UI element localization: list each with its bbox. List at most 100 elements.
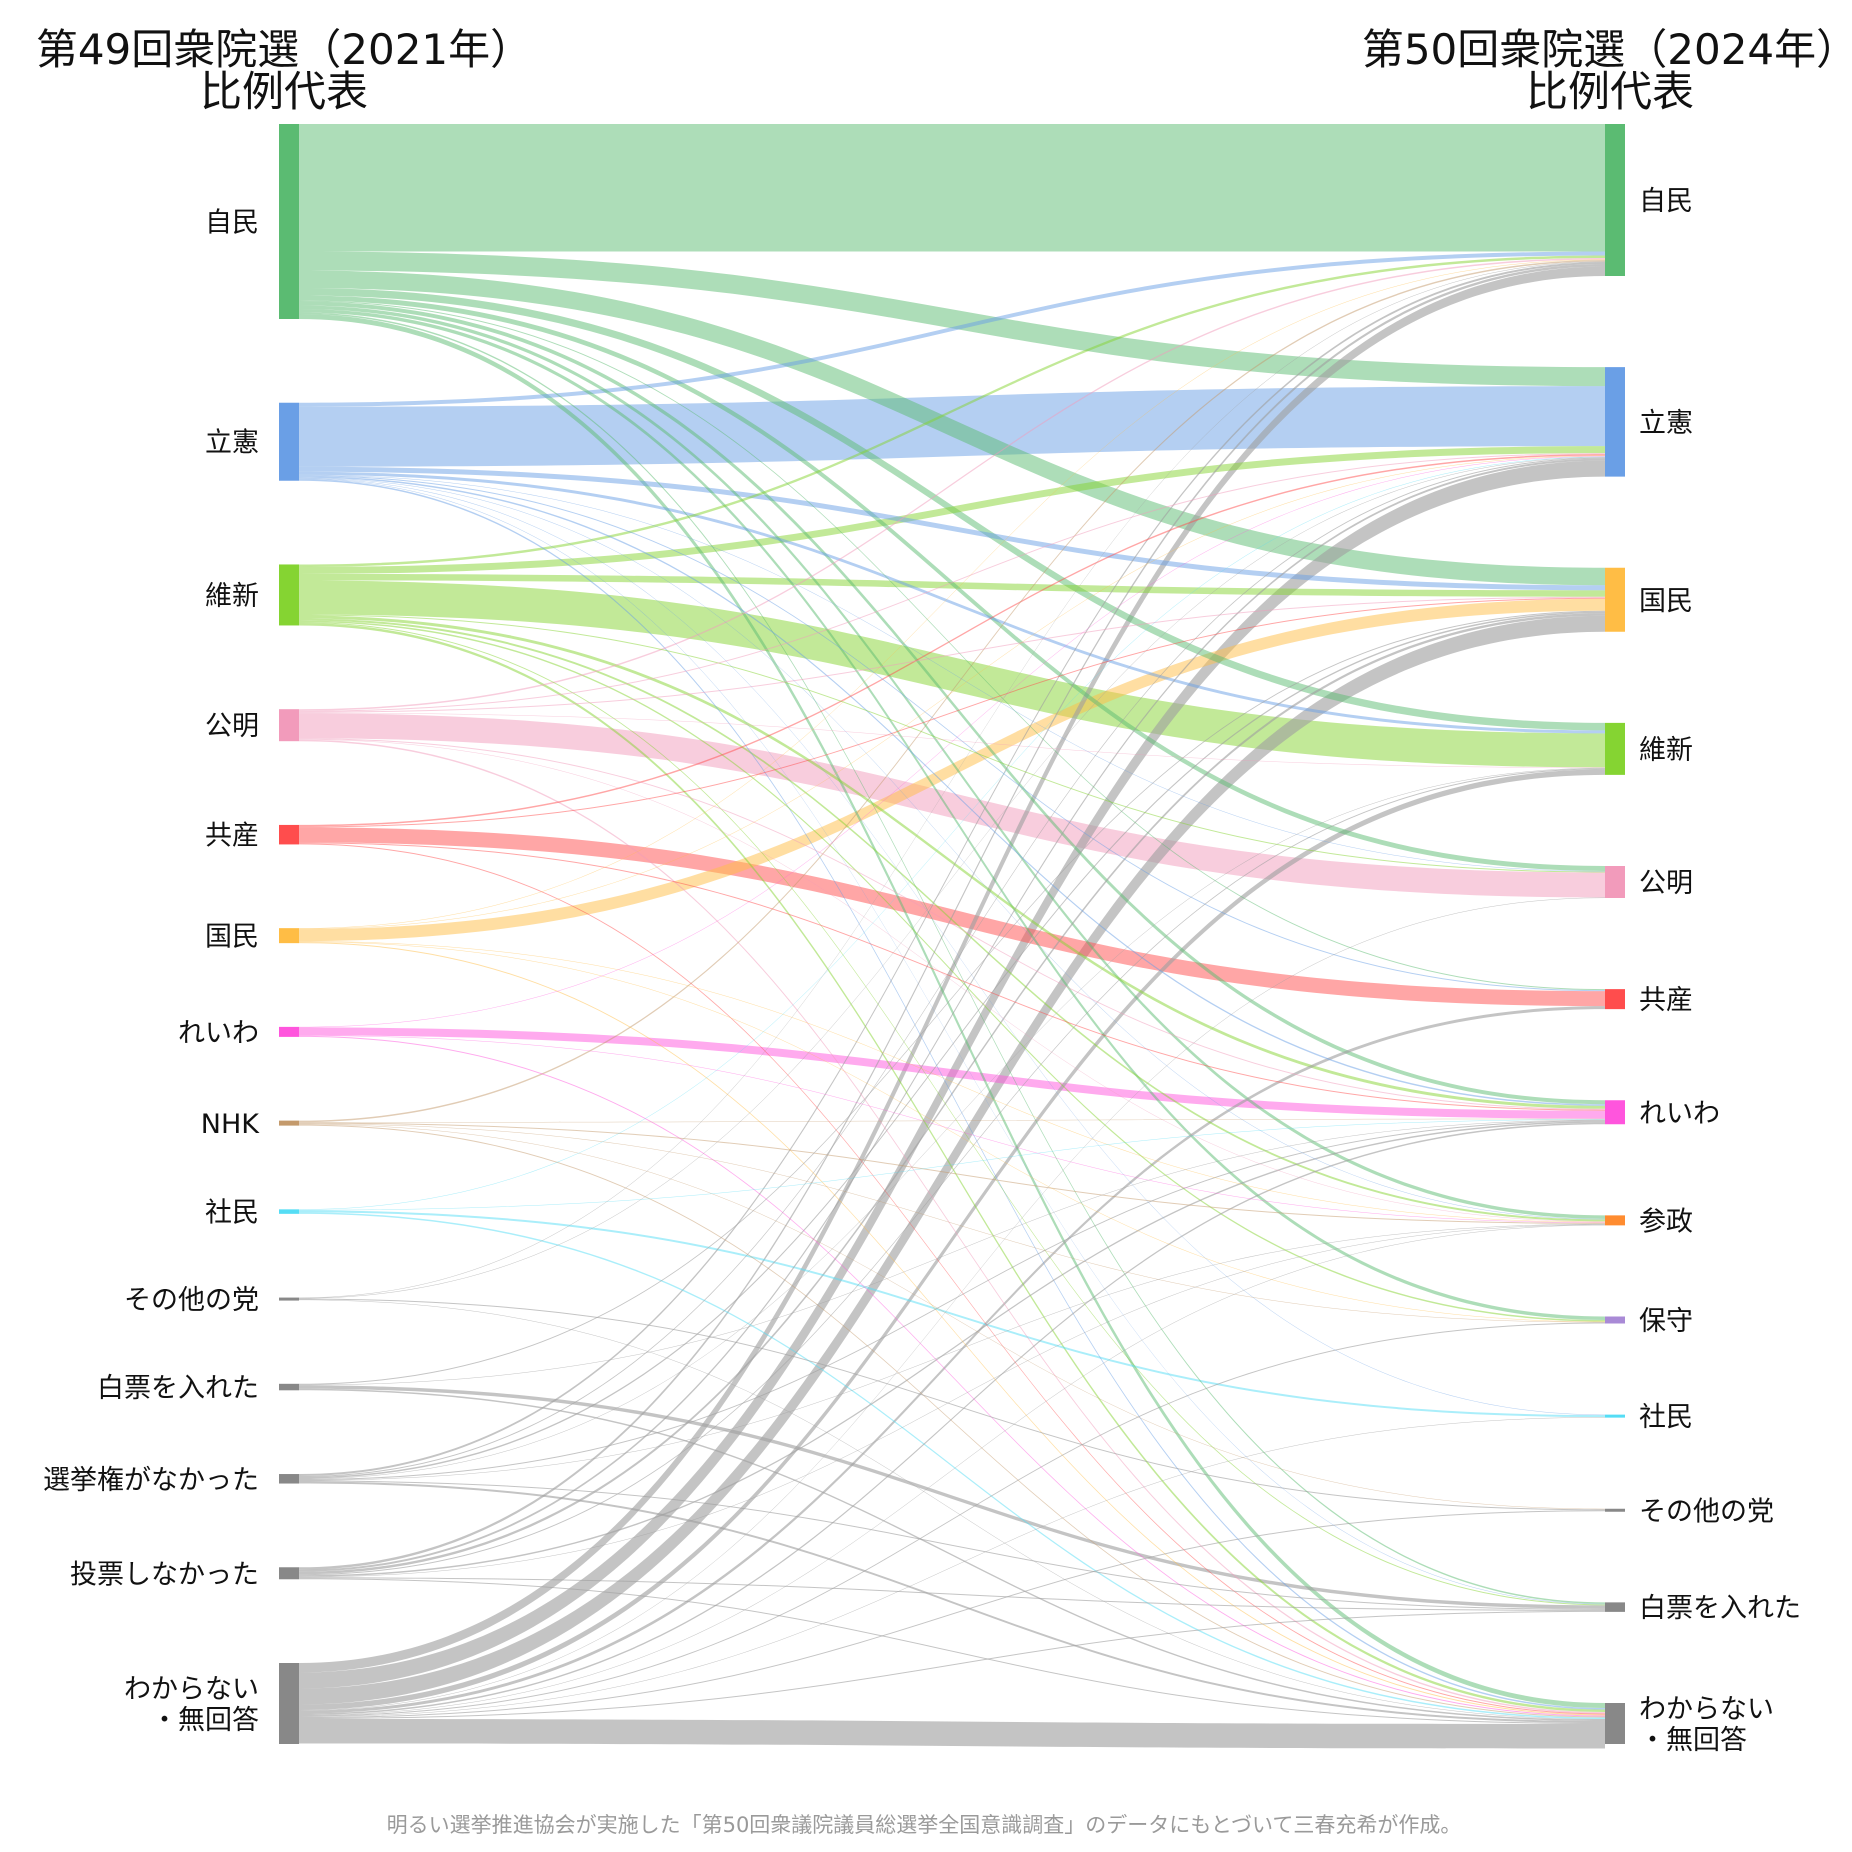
flow-fumei-to-kokumin bbox=[299, 615, 1605, 1705]
flow-kenri-to-hakuhyo bbox=[299, 1480, 1605, 1610]
flow-ishin-to-fumei bbox=[299, 622, 1605, 1712]
flow-nhk-to-jimin bbox=[299, 260, 1605, 1123]
flow-kenri-to-fumei bbox=[299, 1481, 1605, 1723]
flow-kenri-to-kokumin bbox=[299, 611, 1605, 1479]
left-label-hakuhyo: 白票を入れた bbox=[97, 1373, 259, 1404]
flow-rikken-to-jimin bbox=[299, 251, 1605, 407]
flow-kokumin-to-jimin bbox=[299, 259, 1605, 929]
flow-komei-to-ishin bbox=[299, 712, 1605, 768]
right-node-jimin bbox=[1605, 124, 1625, 276]
left-node-kenri bbox=[279, 1474, 299, 1484]
flow-kiken-to-rikken bbox=[299, 458, 1605, 1572]
flow-shamin-to-reiwa bbox=[299, 1119, 1605, 1211]
right-node-sonota bbox=[1605, 1508, 1625, 1512]
flow-komei-to-rikken bbox=[299, 453, 1605, 712]
flow-kiken-to-hakuhyo bbox=[299, 1577, 1605, 1611]
flow-jimin-to-kokumin bbox=[299, 270, 1605, 586]
left-label-nhk: NHK bbox=[201, 1109, 261, 1140]
flow-nhk-to-hoshu bbox=[299, 1123, 1605, 1323]
flow-nhk-to-sansei bbox=[299, 1122, 1605, 1224]
left-node-kokumin bbox=[279, 928, 299, 944]
right-label-kyosan: 共産 bbox=[1639, 985, 1693, 1016]
right-node-komei bbox=[1605, 866, 1625, 898]
flow-ishin-to-komei bbox=[299, 614, 1605, 873]
flow-rikken-to-ishin bbox=[299, 471, 1605, 734]
flow-sonota-to-fumei bbox=[299, 1299, 1605, 1720]
flow-komei-to-fumei bbox=[299, 739, 1605, 1714]
flow-nhk-to-fumei bbox=[299, 1124, 1605, 1718]
right-node-rikken bbox=[1605, 367, 1625, 477]
left-label-sonota: その他の党 bbox=[124, 1285, 259, 1316]
flow-sonota-to-rikken bbox=[299, 457, 1605, 1299]
left-label-fumei-1: ・無回答 bbox=[151, 1705, 259, 1736]
right-label-komei: 公明 bbox=[1639, 868, 1693, 899]
flow-jimin-to-komei bbox=[299, 295, 1605, 871]
flow-komei-to-komei bbox=[299, 713, 1605, 898]
flow-fumei-to-hoshu bbox=[299, 1322, 1605, 1717]
flow-ishin-to-ishin bbox=[299, 580, 1605, 768]
flow-jimin-to-fumei bbox=[299, 314, 1605, 1708]
left-label-kokumin: 国民 bbox=[205, 922, 259, 953]
flow-jimin-to-jimin bbox=[299, 124, 1605, 252]
flow-rikken-to-reiwa bbox=[299, 476, 1605, 1106]
flow-kenri-to-sansei bbox=[299, 1223, 1605, 1481]
left-node-kiken bbox=[279, 1567, 299, 1580]
flow-kenri-to-rikken bbox=[299, 457, 1605, 1478]
flow-kiken-to-sansei bbox=[299, 1224, 1605, 1578]
right-label-sansei: 参政 bbox=[1639, 1206, 1693, 1237]
flow-jimin-to-rikken bbox=[299, 251, 1605, 387]
right-node-ishin bbox=[1605, 722, 1625, 775]
flow-komei-to-reiwa bbox=[299, 738, 1605, 1110]
flow-jimin-to-reiwa bbox=[299, 301, 1605, 1105]
right-node-layer: 自民立憲国民維新公明共産れいわ参政保守社民その他の党白票を入れたわからない・無回… bbox=[1605, 124, 1801, 1756]
right-label-jimin: 自民 bbox=[1639, 186, 1693, 217]
right-label-shamin: 社民 bbox=[1639, 1402, 1693, 1433]
right-node-shamin bbox=[1605, 1414, 1625, 1418]
left-node-nhk bbox=[279, 1120, 299, 1126]
flow-komei-to-kokumin bbox=[299, 596, 1605, 713]
flow-fumei-to-jimin bbox=[299, 266, 1605, 1673]
left-label-ishin: 維新 bbox=[205, 581, 259, 612]
left-label-fumei-0: わからない bbox=[124, 1674, 259, 1705]
flow-fumei-to-sonota bbox=[299, 1510, 1605, 1718]
flow-reiwa-to-rikken bbox=[299, 456, 1605, 1028]
left-node-komei bbox=[279, 709, 299, 742]
flow-ishin-to-hoshu bbox=[299, 620, 1605, 1322]
flow-kiken-to-reiwa bbox=[299, 1121, 1605, 1577]
left-node-ishin bbox=[279, 564, 299, 626]
flow-fumei-to-shamin bbox=[299, 1417, 1605, 1717]
flow-rikken-to-hakuhyo bbox=[299, 478, 1605, 1605]
left-label-reiwa: れいわ bbox=[178, 1018, 259, 1049]
flow-ishin-to-rikken bbox=[299, 446, 1605, 574]
flow-fumei-to-fumei bbox=[299, 1719, 1605, 1749]
left-label-komei: 公明 bbox=[205, 711, 259, 742]
right-node-sansei bbox=[1605, 1215, 1625, 1226]
flow-sonota-to-jimin bbox=[299, 261, 1605, 1299]
flow-rikken-to-fumei bbox=[299, 479, 1605, 1710]
footnote: 明るい選挙推進協会が実施した「第50回衆議院議員総選挙全国意識調査」のデータにも… bbox=[387, 1813, 1462, 1837]
flow-reiwa-to-sansei bbox=[299, 1035, 1605, 1223]
left-node-kyosan bbox=[279, 824, 299, 845]
flow-komei-to-sansei bbox=[299, 739, 1605, 1222]
flow-fumei-to-sansei bbox=[299, 1224, 1605, 1716]
left-label-kyosan: 共産 bbox=[205, 821, 259, 852]
flow-kyosan-to-reiwa bbox=[299, 842, 1605, 1111]
flow-layer bbox=[299, 124, 1605, 1749]
right-label-hoshu: 保守 bbox=[1639, 1306, 1693, 1337]
flow-kokumin-to-fumei bbox=[299, 942, 1605, 1716]
flow-rikken-to-kyosan bbox=[299, 475, 1605, 992]
flow-rikken-to-komei bbox=[299, 474, 1605, 872]
flow-hakuhyo-to-kokumin bbox=[299, 610, 1605, 1385]
right-title-line1: 第50回衆院選（2024年） bbox=[1362, 25, 1852, 74]
flow-kiken-to-fumei bbox=[299, 1578, 1605, 1724]
flow-reiwa-to-fumei bbox=[299, 1035, 1605, 1717]
flow-jimin-to-sansei bbox=[299, 305, 1605, 1219]
right-node-hakuhyo bbox=[1605, 1602, 1625, 1612]
left-node-fumei bbox=[279, 1663, 299, 1744]
left-title-line2: 比例代表 bbox=[200, 67, 368, 116]
flow-nhk-to-reiwa bbox=[299, 1118, 1605, 1123]
flow-hakuhyo-to-hakuhyo bbox=[299, 1385, 1605, 1609]
flow-fumei-to-hakuhyo bbox=[299, 1610, 1605, 1719]
right-node-kyosan bbox=[1605, 989, 1625, 1010]
flow-kenri-to-reiwa bbox=[299, 1120, 1605, 1481]
